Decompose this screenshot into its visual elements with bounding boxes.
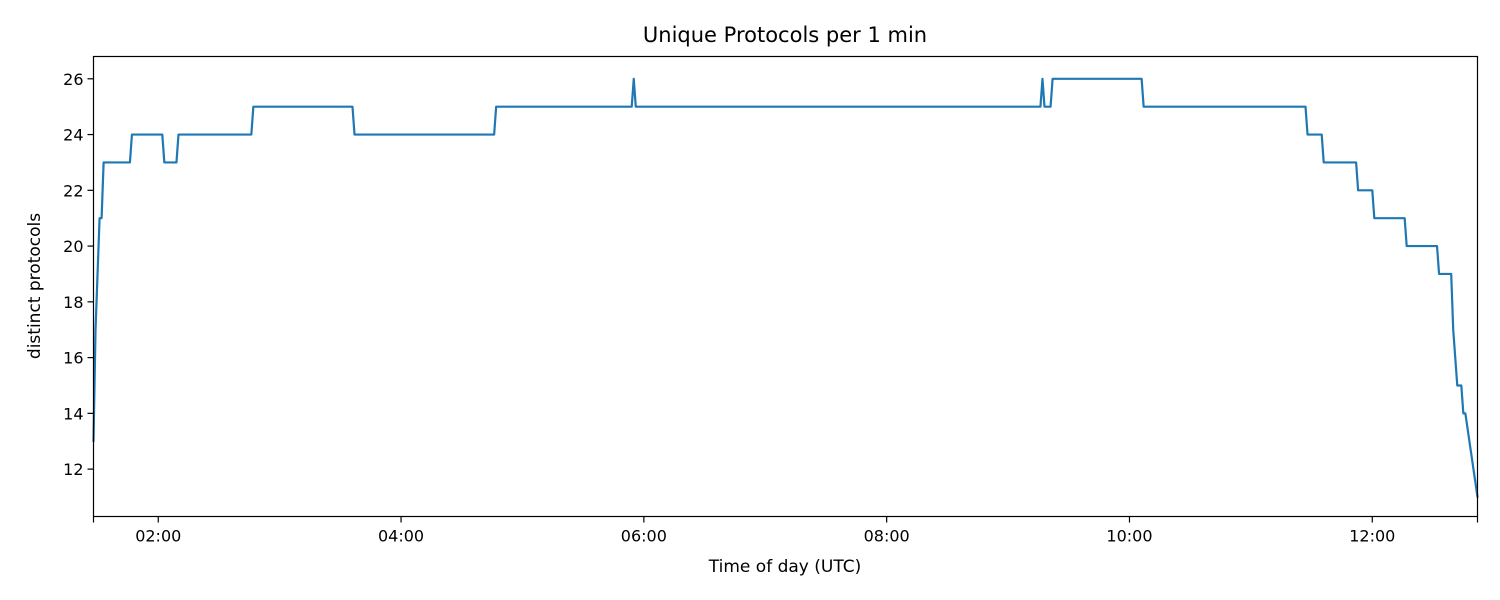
x-tick-label: 10:00 [1106, 527, 1152, 546]
y-tick-label: 12 [63, 460, 83, 479]
chart-title: Unique Protocols per 1 min [643, 23, 927, 47]
series-line [92, 77, 1479, 499]
x-tick-label: 06:00 [621, 527, 667, 546]
x-tick-label: 12:00 [1349, 527, 1395, 546]
y-tick-label: 14 [63, 404, 83, 423]
axis-ticks: 02:00 04:00 06:00 08:00 10:00 12:00 12 14 16 18 20… [63, 70, 1479, 546]
y-tick-label: 26 [63, 70, 83, 89]
y-tick-label: 16 [63, 349, 83, 368]
x-tick-label: 04:00 [378, 527, 424, 546]
y-tick-label: 18 [63, 293, 83, 312]
x-tick-label: 08:00 [864, 527, 910, 546]
y-tick-label: 20 [63, 237, 83, 256]
x-axis-label: Time of day (UTC) [708, 557, 861, 577]
y-tick-label: 22 [63, 181, 83, 200]
x-tick-label: 02:00 [135, 527, 181, 546]
series-layer [92, 77, 1479, 499]
y-tick-label: 24 [63, 126, 83, 145]
plot-frame [92, 55, 1479, 518]
y-axis-label: distinct protocols [25, 213, 45, 359]
